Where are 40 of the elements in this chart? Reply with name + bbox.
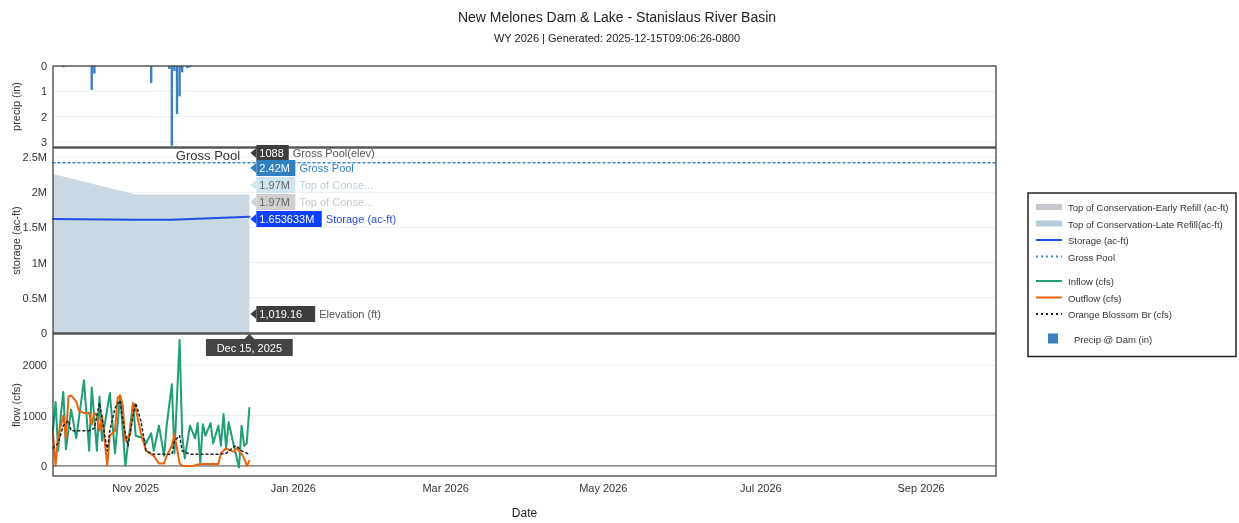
legend-label: Precip @ Dam (in) [1074,333,1153,345]
y-tick-label: 2.5M [22,151,47,164]
legend-label: Storage (ac-ft) [1068,235,1129,246]
y-tick-label: 0 [40,459,47,472]
annotation: 1.653633M Storage (ac-ft) [259,213,397,225]
chart-title: New Melones Dam & Lake - Stanislaus River Basin [457,9,777,25]
legend-label: Top of Conservation-Late Refill(ac-ft) [1068,218,1223,230]
x-tick-label: Sep 2026 [897,482,945,494]
y-axis-title: storage (ac-ft) [10,206,22,275]
y-tick-label: 0.5M [22,291,47,304]
annotation: Gross Pool [175,147,241,163]
y-tick-label: 1000 [22,409,47,422]
legend-label: Gross Pool [1068,251,1115,263]
chart-subtitle: WY 2026 | Generated: 2025-12-15T09:06:26-0800 [493,32,741,44]
x-tick-label: May 2026 [579,482,628,494]
y-tick-label: 1M [31,256,47,269]
x-tick-label: Nov 2025 [112,482,160,494]
annotation: Dec 15, 2025 [216,341,283,354]
x-tick-label: Jul 2026 [740,482,782,494]
y-axis-title: precip (in) [10,82,22,131]
annotation: 1.97M Top of Conse... [259,179,374,191]
legend-label: Top of Conservation-Early Refill (ac-ft) [1068,202,1229,213]
text: 1,019.16 Elevation (ft) [259,308,381,320]
annotation: 2.42M Gross Pool [259,162,354,174]
y-tick-label: 3 [40,135,47,148]
legend-label: Orange Blossom Br (cfs) [1068,309,1172,320]
x-tick-label: Jan 2026 [270,482,316,494]
x-axis-title: Date [511,506,538,520]
y-tick-label: 1.5M [22,221,47,234]
y-tick-label: 1 [40,85,47,98]
legend-label: Inflow (cfs) [1068,276,1114,287]
y-tick-label: 0 [40,60,47,72]
y-tick-label: 2M [31,186,47,199]
legend-label: Outflow (cfs) [1068,292,1122,304]
annotation: 1088 Gross Pool(elev) [259,147,375,159]
y-tick-label: 2 [40,110,47,123]
x-tick-label: Mar 2026 [422,482,469,494]
y-tick-label: 2000 [22,359,47,372]
y-axis-title: flow (cfs) [10,383,22,427]
y-tick-label: 0 [40,327,47,339]
